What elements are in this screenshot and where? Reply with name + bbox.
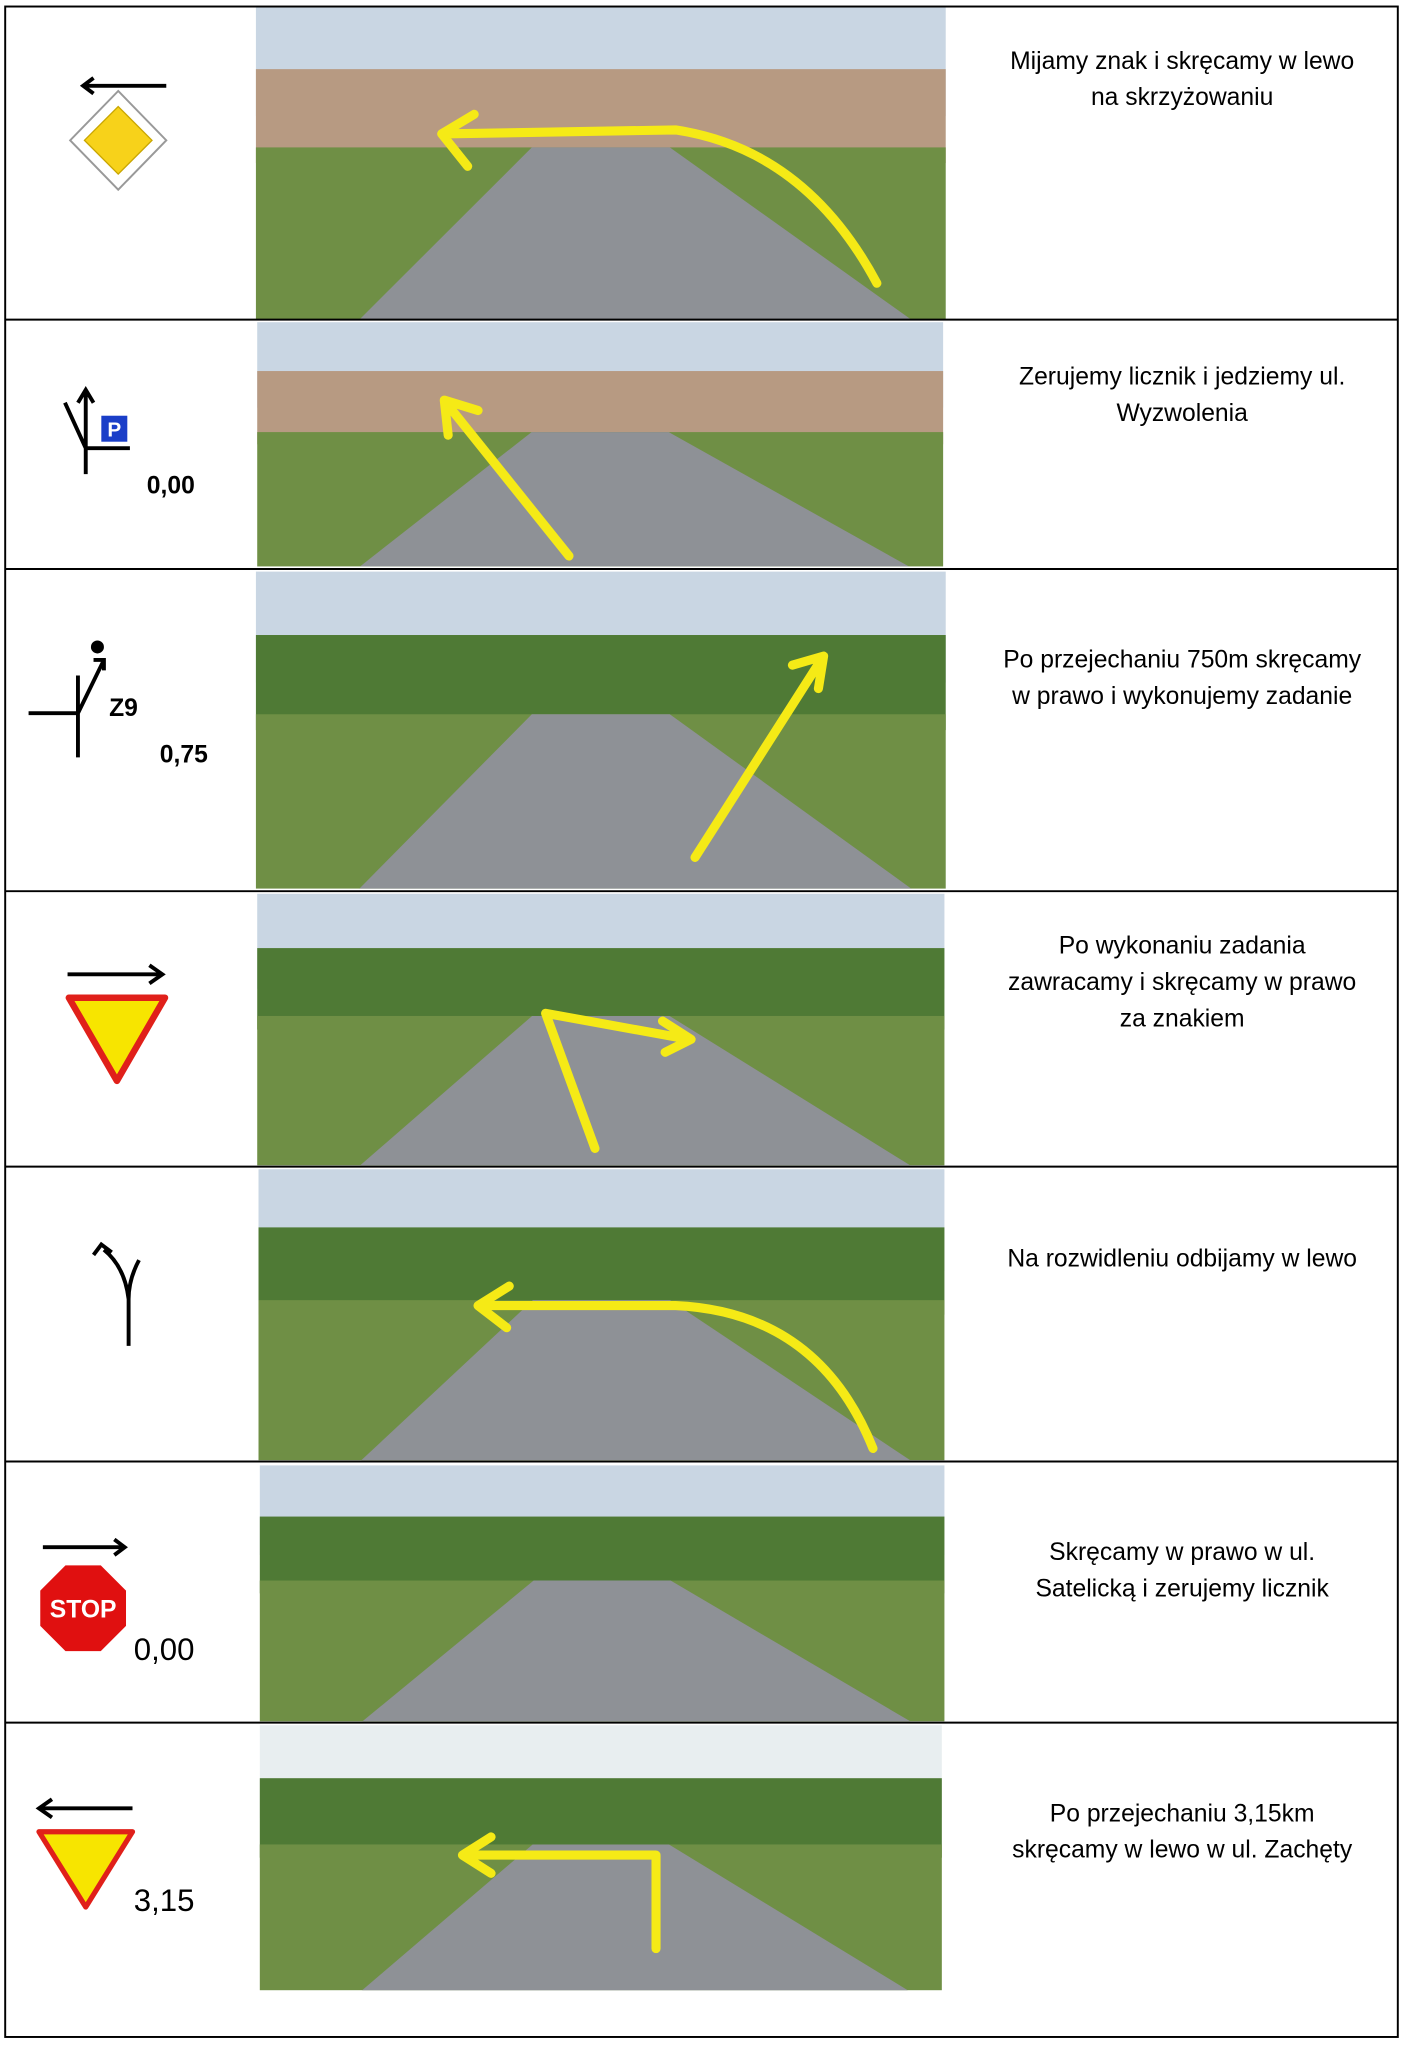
symbol-stop-right: STOP 0,00 xyxy=(37,1537,195,1667)
instruction-line: Satelicką i zerujemy licznik xyxy=(1035,1576,1329,1603)
road xyxy=(359,714,912,889)
route-arrow xyxy=(439,395,574,561)
route-arrow xyxy=(690,651,829,862)
symbol-priority-road xyxy=(68,76,168,192)
street-photo xyxy=(255,6,946,320)
road xyxy=(360,1015,911,1166)
sign-text: STOP xyxy=(50,1596,117,1623)
distance: 0,00 xyxy=(134,1632,195,1667)
instruction-line: Mijamy znak i skręcamy w lewo xyxy=(1010,48,1354,75)
instruction-line: za znakiem xyxy=(1120,1005,1245,1032)
instruction-line: Po przejechaniu 3,15km xyxy=(1050,1800,1315,1827)
symbol-fork-left xyxy=(91,1241,141,1346)
symbol-yield-right xyxy=(65,963,169,1085)
instruction-line: skręcamy w lewo w ul. Zachęty xyxy=(1012,1837,1353,1864)
street-photo xyxy=(258,1169,945,1461)
route-arrow xyxy=(541,1008,696,1153)
road xyxy=(361,1300,911,1461)
instruction-line: Wyzwolenia xyxy=(1116,400,1248,427)
instruction-line: na skrzyżowaniu xyxy=(1091,84,1273,111)
road xyxy=(362,1844,908,1991)
symbol-straight-parking: P 0,00 xyxy=(63,385,195,500)
instruction-line: Na rozwidleniu odbijamy w lewo xyxy=(1007,1246,1357,1273)
instruction-line: Po przejechaniu 750m skręcamy xyxy=(1003,647,1362,674)
distance: 0,75 xyxy=(160,742,208,769)
road xyxy=(359,147,912,320)
instruction-line: Po wykonaniu zadania xyxy=(1059,933,1306,960)
street-photo xyxy=(259,1465,945,1722)
table-grid xyxy=(4,5,1399,2038)
route-arrow xyxy=(437,109,882,288)
street-photo xyxy=(257,322,944,567)
svg-text:P: P xyxy=(107,419,121,442)
street-photo xyxy=(257,893,945,1166)
street-photo xyxy=(259,1725,942,1991)
street-photo xyxy=(255,571,946,889)
instruction-line: Zerujemy licznik i jedziemy ul. xyxy=(1019,364,1345,391)
route-arrow xyxy=(457,1832,661,1954)
instruction-line: zawracamy i skręcamy w prawo xyxy=(1008,969,1356,996)
symbol-yield-left: 3,15 xyxy=(35,1797,195,1918)
route-arrow xyxy=(473,1281,878,1454)
road xyxy=(362,1580,911,1722)
symbol-right-task: Z9 0,75 xyxy=(28,640,208,769)
distance: 3,15 xyxy=(134,1883,195,1918)
distance: 0,00 xyxy=(147,473,195,500)
task-code: Z9 xyxy=(109,695,138,722)
instruction-line: w prawo i wykonujemy zadanie xyxy=(1011,683,1352,710)
stop-sign xyxy=(37,1562,129,1654)
instruction-line: Skręcamy w prawo w ul. xyxy=(1049,1539,1315,1566)
